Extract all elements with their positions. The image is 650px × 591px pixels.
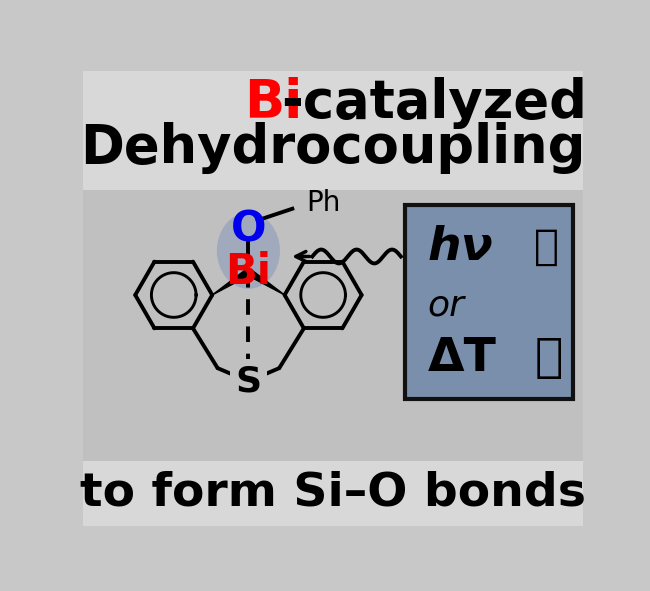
- Text: Ph: Ph: [306, 189, 341, 216]
- Text: S: S: [235, 364, 261, 398]
- Text: or: or: [428, 289, 465, 323]
- Bar: [83, 190, 584, 460]
- Bar: [405, 205, 573, 399]
- Text: O: O: [231, 209, 266, 251]
- Text: 🔥: 🔥: [535, 336, 564, 381]
- Bar: [83, 460, 584, 526]
- Bar: [83, 71, 584, 190]
- Text: to form Si–O bonds: to form Si–O bonds: [80, 470, 586, 515]
- Polygon shape: [246, 269, 285, 295]
- Text: Bi: Bi: [244, 77, 303, 129]
- Text: 💡: 💡: [534, 226, 559, 268]
- Text: ΔT: ΔT: [428, 336, 497, 381]
- Text: hν: hν: [428, 225, 493, 269]
- Text: Dehydrocoupling: Dehydrocoupling: [81, 122, 586, 174]
- Polygon shape: [213, 269, 250, 295]
- Ellipse shape: [217, 213, 280, 289]
- Text: -catalyzed: -catalyzed: [281, 77, 587, 129]
- Text: Bi: Bi: [226, 251, 272, 293]
